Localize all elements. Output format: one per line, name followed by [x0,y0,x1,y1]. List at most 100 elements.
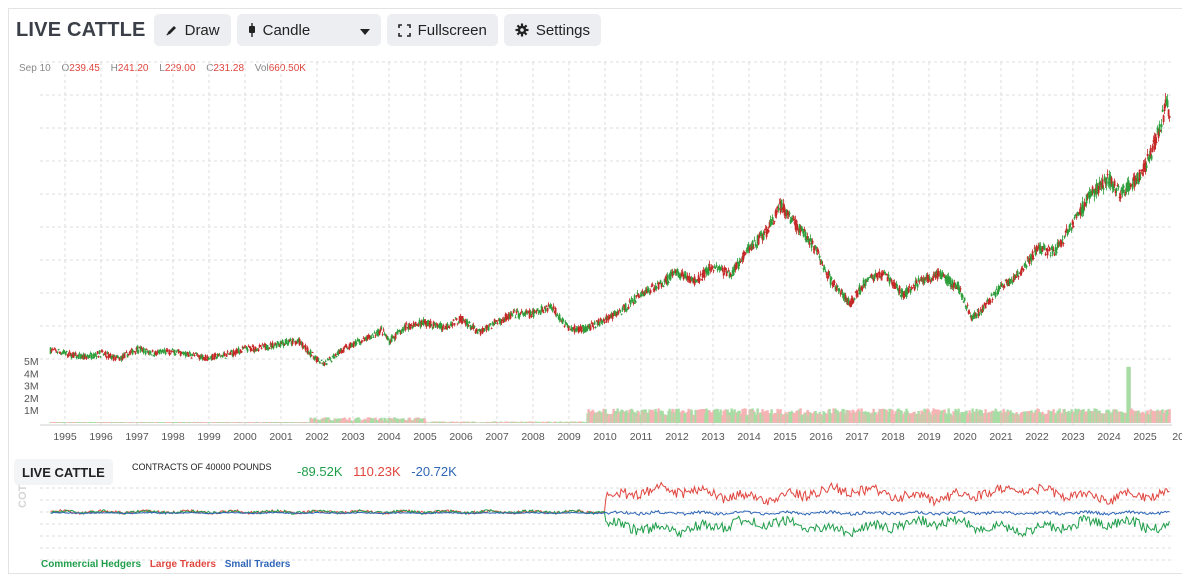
candle-body [692,277,695,284]
candle-body [226,351,229,353]
candle-body [289,338,292,341]
candle-body [87,356,90,358]
candle-body [159,350,162,352]
candle-body [960,294,963,298]
candle-body [1098,181,1101,186]
candle-body [736,261,739,263]
candle-body [914,280,917,287]
candle-body [452,319,455,321]
candle-body [158,349,161,355]
candle-body [563,325,566,327]
candle-body [517,313,520,318]
volume-bar [453,421,456,423]
candle-body [567,326,570,331]
candle-body [229,352,232,355]
candle-body [482,328,485,332]
candle-body [1013,274,1016,279]
candle-body [980,310,983,314]
candle-body [515,310,518,314]
candle-body [446,324,449,328]
candle-body [674,269,677,274]
draw-label: Draw [184,21,220,39]
candle-body [1087,192,1090,198]
fullscreen-button[interactable]: Fullscreen [386,14,498,46]
candle-body [861,287,864,290]
candle-body [49,347,52,354]
candle-body [651,284,654,286]
cot-chart[interactable] [0,478,1182,578]
candle-body [296,339,299,342]
pencil-icon [165,24,178,37]
candle-body [470,328,473,330]
candle-body [1140,169,1143,171]
candle-body [215,357,218,359]
chart-grid [40,61,1172,426]
candle-body [86,354,89,357]
candle-body [842,293,845,300]
candle-body [732,268,735,276]
candle-body [286,342,289,345]
candle-body [613,311,616,316]
candle-body [133,351,136,353]
candle-body [364,337,367,339]
candle-body [581,324,584,327]
candle-body [263,344,266,346]
candle-body [659,280,662,285]
candle-body [415,324,418,326]
candle-body [653,286,656,292]
candle-body [379,328,382,331]
candle-body [488,323,491,325]
candle-body [546,307,549,312]
candle-body [925,274,928,279]
candle-body [988,298,991,303]
candle-body [814,246,817,249]
candle-body [93,353,96,357]
candle-body [180,352,183,354]
candle-body [770,222,773,225]
candle-body [778,203,781,205]
candle-body [604,317,607,320]
candle-body [845,298,848,303]
settings-label: Settings [535,21,591,39]
candle-body [723,267,726,273]
candle-body [713,266,716,269]
candle-body [64,352,67,355]
candle-body [652,289,655,291]
candle-body [573,325,576,333]
candle-body [400,330,403,334]
candle-body [1049,254,1052,256]
chart-type-select[interactable]: Candle [236,14,381,46]
candle-body [1042,245,1045,248]
candle-body [952,284,955,289]
candle-body [831,282,834,286]
candle-body [1018,272,1021,274]
candle-body [142,348,145,353]
candle-body [631,299,634,303]
candle-body [796,226,799,228]
draw-button[interactable]: Draw [153,14,231,46]
candle-body [353,341,356,343]
candle-body [528,310,531,319]
candle-body [1072,226,1075,228]
candle-body [334,353,337,357]
candle-body [683,273,686,276]
candle-body [602,319,605,321]
candle-body [871,277,874,280]
candle-body [225,353,228,357]
candle-body [716,269,719,271]
candle-body [333,357,336,359]
candle-body [227,353,230,355]
candle-body [597,319,600,326]
candle-body [628,300,631,302]
candle-body [701,272,704,278]
candle-body [242,346,245,349]
volume-bar [419,418,422,423]
candle-body [816,248,819,252]
candle-body [1096,187,1099,193]
candle-body [363,337,366,341]
candle-body [1027,259,1030,263]
candle-body [1125,183,1128,192]
candle-body [901,291,904,294]
settings-button[interactable]: Settings [503,14,602,46]
